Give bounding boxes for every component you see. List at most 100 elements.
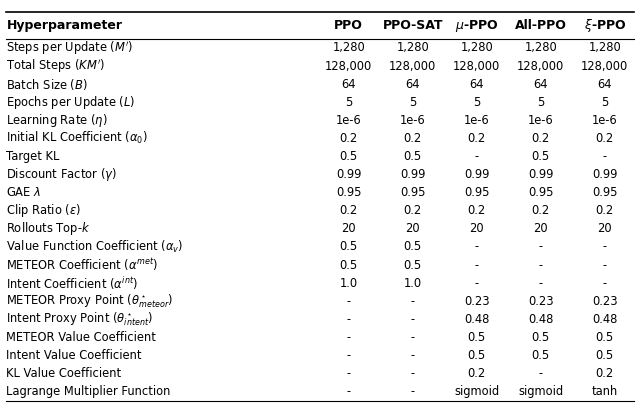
Text: 0.2: 0.2	[468, 367, 486, 380]
Text: 0.99: 0.99	[400, 168, 426, 181]
Text: -: -	[539, 276, 543, 290]
Text: 128,000: 128,000	[325, 59, 372, 72]
Text: 0.5: 0.5	[532, 331, 550, 344]
Text: 1.0: 1.0	[340, 276, 358, 290]
Text: All-PPO: All-PPO	[515, 19, 567, 32]
Text: -: -	[539, 258, 543, 272]
Text: 0.99: 0.99	[528, 168, 554, 181]
Text: 64: 64	[406, 78, 420, 91]
Text: 0.2: 0.2	[404, 132, 422, 145]
Text: 1,280: 1,280	[524, 41, 557, 54]
Text: -: -	[411, 295, 415, 308]
Text: 0.95: 0.95	[464, 186, 490, 199]
Text: 0.2: 0.2	[340, 204, 358, 217]
Text: -: -	[603, 150, 607, 163]
Text: -: -	[347, 349, 351, 362]
Text: 0.48: 0.48	[464, 313, 490, 326]
Text: 5: 5	[345, 96, 353, 109]
Text: 20: 20	[598, 222, 612, 236]
Text: 20: 20	[342, 222, 356, 236]
Text: Clip Ratio ($\epsilon$): Clip Ratio ($\epsilon$)	[6, 202, 81, 219]
Text: Rollouts Top-$k$: Rollouts Top-$k$	[6, 220, 91, 237]
Text: 0.5: 0.5	[404, 258, 422, 272]
Text: -: -	[603, 276, 607, 290]
Text: tanh: tanh	[591, 385, 618, 398]
Text: -: -	[347, 313, 351, 326]
Text: 0.95: 0.95	[400, 186, 426, 199]
Text: Steps per Update ($M'$): Steps per Update ($M'$)	[6, 39, 134, 57]
Text: 0.23: 0.23	[528, 295, 554, 308]
Text: 20: 20	[470, 222, 484, 236]
Text: 0.5: 0.5	[532, 349, 550, 362]
Text: 20: 20	[406, 222, 420, 236]
Text: $\mu$-PPO: $\mu$-PPO	[455, 18, 499, 34]
Text: 5: 5	[409, 96, 417, 109]
Text: -: -	[411, 367, 415, 380]
Text: 1e-6: 1e-6	[528, 114, 554, 127]
Text: 64: 64	[470, 78, 484, 91]
Text: 0.5: 0.5	[340, 258, 358, 272]
Text: 0.5: 0.5	[596, 331, 614, 344]
Text: Total Steps ($KM'$): Total Steps ($KM'$)	[6, 57, 106, 75]
Text: 1,280: 1,280	[332, 41, 365, 54]
Text: 20: 20	[534, 222, 548, 236]
Text: 1e-6: 1e-6	[464, 114, 490, 127]
Text: 0.95: 0.95	[592, 186, 618, 199]
Text: METEOR Proxy Point ($\theta^\star_{meteor}$): METEOR Proxy Point ($\theta^\star_{meteo…	[6, 292, 173, 310]
Text: 0.2: 0.2	[468, 132, 486, 145]
Text: -: -	[475, 240, 479, 254]
Text: Lagrange Multiplier Function: Lagrange Multiplier Function	[6, 385, 171, 398]
Text: 0.2: 0.2	[340, 132, 358, 145]
Text: 0.95: 0.95	[528, 186, 554, 199]
Text: 0.99: 0.99	[464, 168, 490, 181]
Text: 0.48: 0.48	[528, 313, 554, 326]
Text: 5: 5	[601, 96, 609, 109]
Text: 5: 5	[537, 96, 545, 109]
Text: -: -	[347, 367, 351, 380]
Text: 0.2: 0.2	[596, 367, 614, 380]
Text: -: -	[347, 295, 351, 308]
Text: -: -	[603, 258, 607, 272]
Text: Intent Proxy Point ($\theta^\star_{intent}$): Intent Proxy Point ($\theta^\star_{inten…	[6, 310, 154, 328]
Text: sigmoid: sigmoid	[454, 385, 499, 398]
Text: -: -	[475, 276, 479, 290]
Text: 5: 5	[473, 96, 481, 109]
Text: -: -	[411, 331, 415, 344]
Text: -: -	[347, 331, 351, 344]
Text: 1e-6: 1e-6	[400, 114, 426, 127]
Text: PPO: PPO	[334, 19, 364, 32]
Text: 0.5: 0.5	[404, 150, 422, 163]
Text: Target KL: Target KL	[6, 150, 60, 163]
Text: 0.2: 0.2	[532, 204, 550, 217]
Text: Batch Size ($B$): Batch Size ($B$)	[6, 76, 88, 92]
Text: 0.5: 0.5	[404, 240, 422, 254]
Text: sigmoid: sigmoid	[518, 385, 563, 398]
Text: 0.2: 0.2	[596, 204, 614, 217]
Text: Intent Value Coefficient: Intent Value Coefficient	[6, 349, 142, 362]
Text: 0.48: 0.48	[592, 313, 618, 326]
Text: PPO-SAT: PPO-SAT	[383, 19, 443, 32]
Text: 0.99: 0.99	[336, 168, 362, 181]
Text: -: -	[411, 385, 415, 398]
Text: 1,280: 1,280	[460, 41, 493, 54]
Text: METEOR Value Coefficient: METEOR Value Coefficient	[6, 331, 156, 344]
Text: 0.5: 0.5	[532, 150, 550, 163]
Text: Value Function Coefficient ($\alpha_v$): Value Function Coefficient ($\alpha_v$)	[6, 239, 184, 255]
Text: 128,000: 128,000	[453, 59, 500, 72]
Text: 1.0: 1.0	[404, 276, 422, 290]
Text: $\xi$-PPO: $\xi$-PPO	[584, 17, 626, 34]
Text: KL Value Coefficient: KL Value Coefficient	[6, 367, 122, 380]
Text: -: -	[411, 313, 415, 326]
Text: 128,000: 128,000	[581, 59, 628, 72]
Text: 0.2: 0.2	[596, 132, 614, 145]
Text: -: -	[539, 367, 543, 380]
Text: 0.2: 0.2	[404, 204, 422, 217]
Text: Initial KL Coefficient ($\alpha_0$): Initial KL Coefficient ($\alpha_0$)	[6, 130, 148, 146]
Text: -: -	[539, 240, 543, 254]
Text: 1e-6: 1e-6	[592, 114, 618, 127]
Text: Discount Factor ($\gamma$): Discount Factor ($\gamma$)	[6, 166, 117, 183]
Text: 0.5: 0.5	[596, 349, 614, 362]
Text: 64: 64	[534, 78, 548, 91]
Text: 0.2: 0.2	[532, 132, 550, 145]
Text: 0.99: 0.99	[592, 168, 618, 181]
